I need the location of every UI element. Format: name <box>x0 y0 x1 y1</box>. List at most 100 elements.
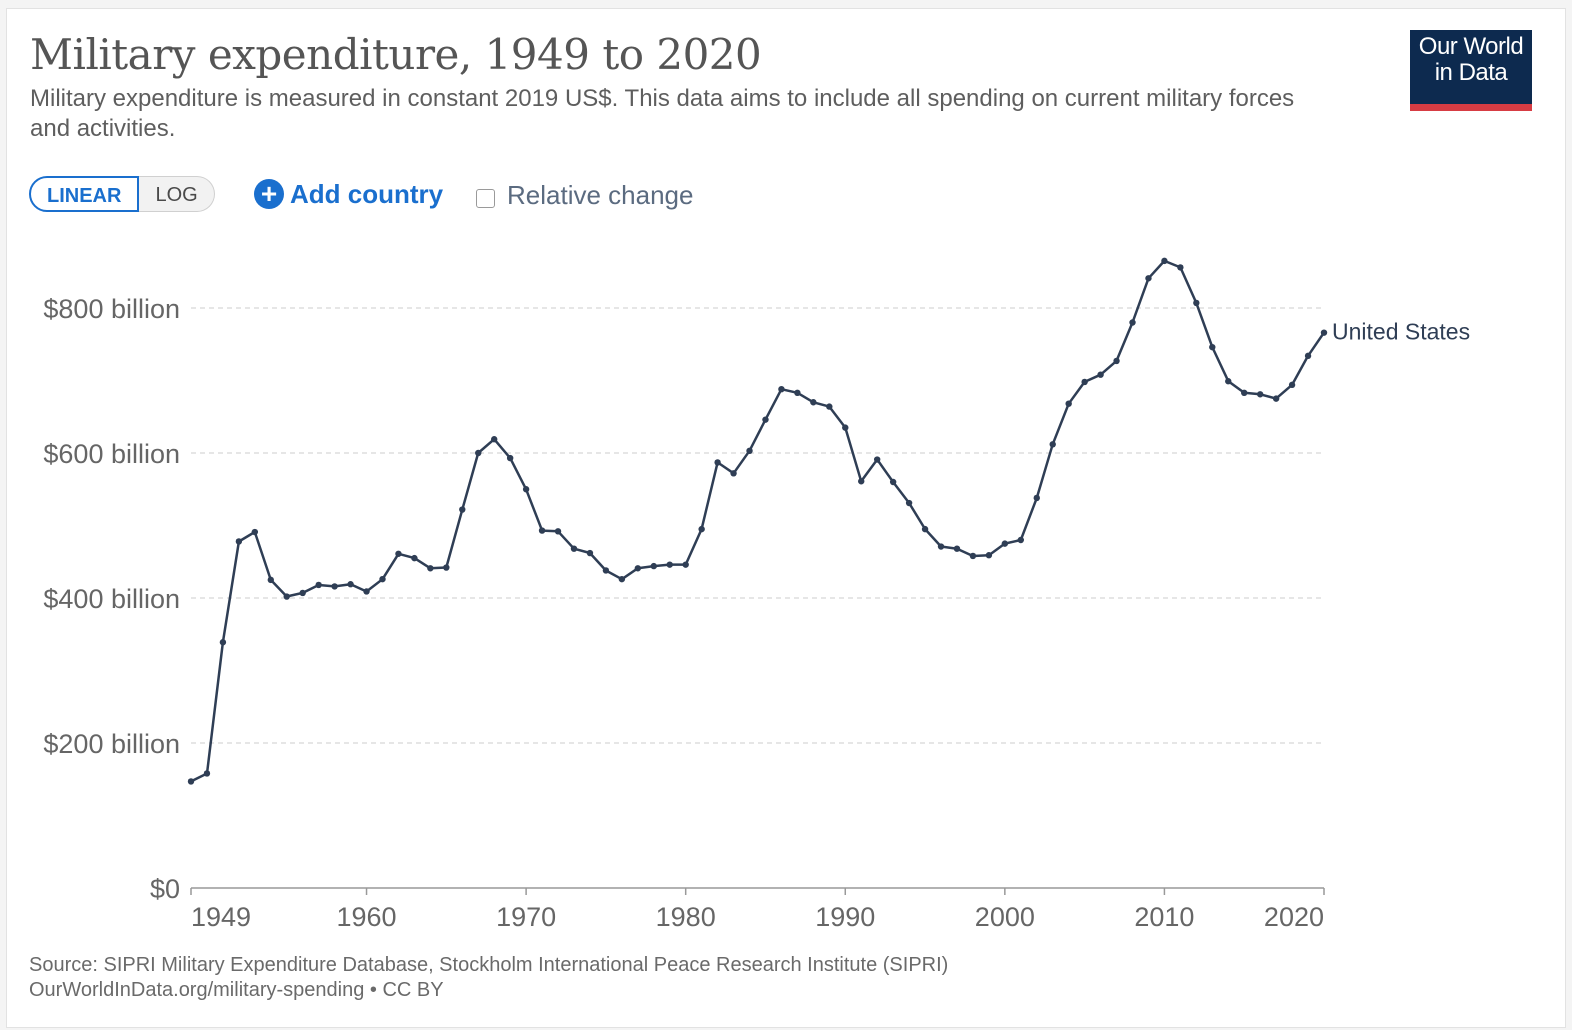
data-point <box>490 436 498 443</box>
data-point <box>331 583 338 590</box>
chart-card <box>6 8 1566 1028</box>
data-point <box>475 449 482 457</box>
data-point <box>1161 257 1168 265</box>
y-tick-label: $0 <box>150 874 180 904</box>
y-tick-label: $800 billion <box>43 294 180 324</box>
data-point <box>698 525 705 533</box>
data-point <box>443 564 450 571</box>
data-point <box>1304 352 1312 360</box>
data-point <box>1145 275 1152 282</box>
y-tick-label: $200 billion <box>43 729 180 759</box>
data-point <box>235 538 243 545</box>
data-point <box>1177 264 1184 271</box>
linear-scale-button[interactable]: LINEAR <box>29 176 140 212</box>
chart-title: Military expenditure, 1949 to 2020 <box>30 30 762 79</box>
data-point <box>873 456 881 463</box>
data-point <box>1320 329 1328 336</box>
data-point <box>459 506 466 513</box>
relative-change-toggle[interactable]: Relative change <box>476 180 693 211</box>
data-point <box>810 399 817 406</box>
data-point <box>746 447 753 455</box>
data-point <box>618 575 626 583</box>
data-point <box>379 575 386 583</box>
x-tick-label: 1980 <box>656 902 716 932</box>
data-point <box>842 424 849 431</box>
data-point <box>283 593 290 600</box>
data-point <box>411 554 418 562</box>
data-point <box>826 403 833 410</box>
data-point <box>889 478 897 486</box>
data-point <box>666 561 673 568</box>
data-point <box>858 478 865 485</box>
data-point <box>953 545 961 552</box>
url-license-text[interactable]: OurWorldInData.org/military-spending • C… <box>29 979 444 1001</box>
scale-toggle: LINEAR LOG <box>29 176 215 212</box>
plus-circle-icon: + <box>254 179 284 209</box>
chart-footer: Source: SIPRI Military Expenditure Datab… <box>29 953 948 1003</box>
data-point <box>794 389 801 397</box>
x-tick-label: 2010 <box>1134 902 1194 932</box>
x-tick-label: 2000 <box>975 902 1035 932</box>
series-label: United States <box>1332 319 1470 345</box>
data-point <box>219 639 227 646</box>
y-tick-label: $600 billion <box>43 439 180 469</box>
data-point <box>187 778 195 785</box>
data-point <box>427 565 434 572</box>
add-country-button[interactable]: + Add country <box>254 177 443 211</box>
relative-change-checkbox[interactable] <box>476 189 495 208</box>
data-point <box>937 543 945 550</box>
data-point <box>1256 391 1264 398</box>
data-point <box>969 552 977 560</box>
data-point <box>650 562 657 570</box>
data-point <box>905 499 913 507</box>
logo-line-1: Our World <box>1418 33 1524 60</box>
data-point <box>506 454 514 462</box>
data-point <box>1113 357 1120 365</box>
relative-change-label: Relative change <box>507 180 694 210</box>
x-tick-label: 1970 <box>496 902 556 932</box>
data-point <box>634 565 642 572</box>
data-point <box>1017 536 1025 544</box>
data-point <box>522 486 530 493</box>
data-point <box>1193 299 1200 307</box>
data-point <box>586 549 594 557</box>
data-point <box>921 525 929 533</box>
x-tick-label: 1949 <box>191 902 251 932</box>
data-point <box>1033 494 1040 502</box>
data-point <box>267 576 274 584</box>
x-tick-label: 2020 <box>1264 902 1324 932</box>
data-point <box>395 550 402 557</box>
data-point <box>985 552 993 559</box>
data-point <box>363 588 370 595</box>
x-tick-label: 1960 <box>336 902 396 932</box>
data-point <box>1065 400 1072 407</box>
logo-line-2: in Data <box>1434 59 1508 86</box>
x-tick-label: 1990 <box>815 902 875 932</box>
data-point <box>1001 540 1009 547</box>
data-point <box>682 561 689 568</box>
data-point <box>1129 319 1136 326</box>
data-point <box>554 528 562 535</box>
data-point <box>203 770 211 777</box>
data-point <box>762 416 769 423</box>
data-point <box>251 528 259 536</box>
data-point <box>1272 395 1280 402</box>
data-point <box>730 470 737 477</box>
data-point <box>299 589 306 597</box>
owid-logo[interactable]: Our World in Data <box>1410 30 1532 111</box>
chart-subtitle: Military expenditure is measured in cons… <box>30 85 1295 142</box>
data-point <box>714 459 721 466</box>
data-point <box>602 567 610 574</box>
data-point <box>1288 381 1296 389</box>
data-point <box>1049 441 1056 448</box>
data-point <box>538 527 546 534</box>
data-point <box>570 545 578 552</box>
log-scale-button[interactable]: LOG <box>139 176 215 212</box>
data-point <box>347 581 354 588</box>
data-point <box>778 386 785 393</box>
data-point <box>1097 371 1104 378</box>
data-point <box>1225 378 1232 385</box>
series-line <box>190 259 1326 783</box>
add-country-label: Add country <box>290 178 444 209</box>
